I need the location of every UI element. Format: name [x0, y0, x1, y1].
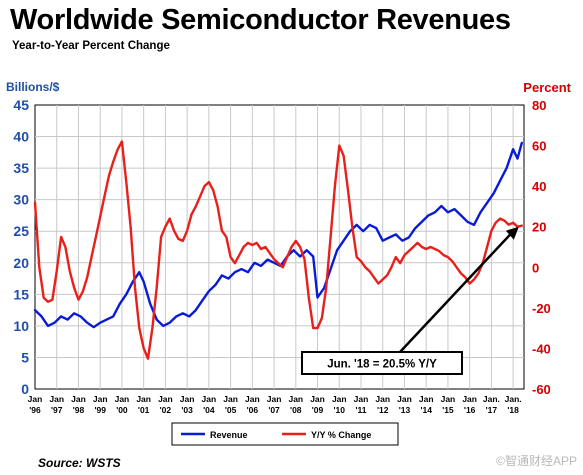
- x-tick-year: '04: [203, 405, 215, 415]
- right-tick-label: 60: [532, 139, 546, 154]
- chart-subtitle: Year-to-Year Percent Change: [12, 40, 170, 52]
- left-axis-label: Billions/$: [6, 80, 60, 94]
- left-tick-label: 30: [13, 192, 29, 208]
- x-tick-month: Jan: [441, 394, 456, 404]
- x-tick-month: Jan: [49, 394, 64, 404]
- x-tick-month: Jan: [28, 394, 43, 404]
- x-tick-year: '07: [268, 405, 280, 415]
- left-tick-label: 45: [13, 97, 29, 113]
- x-tick-year: '14: [420, 405, 432, 415]
- x-tick-year: '13: [399, 405, 411, 415]
- x-tick-year: '99: [94, 405, 106, 415]
- x-tick-year: '05: [225, 405, 237, 415]
- legend-label-yoy: Y/Y % Change: [311, 430, 371, 440]
- x-tick-year: '09: [312, 405, 324, 415]
- annotation-arrow-head: [505, 226, 519, 240]
- x-tick-month: Jan: [223, 394, 238, 404]
- left-tick-label: 20: [13, 255, 29, 271]
- x-tick-month: Jan: [462, 394, 477, 404]
- x-tick-month: Jan.: [505, 394, 522, 404]
- x-tick-month: Jan: [245, 394, 260, 404]
- annotation-box: [301, 351, 463, 375]
- right-tick-label: 40: [532, 179, 546, 194]
- x-tick-year: '17: [486, 405, 498, 415]
- right-tick-label: -40: [532, 341, 551, 356]
- x-tick-month: Jan: [115, 394, 130, 404]
- x-tick-month: Jan: [332, 394, 347, 404]
- left-tick-label: 15: [13, 286, 29, 302]
- annotation-arrow-line: [399, 230, 514, 353]
- x-tick-year: '12: [377, 405, 389, 415]
- x-tick-month: Jan: [310, 394, 325, 404]
- left-tick-label: 10: [13, 318, 29, 334]
- x-tick-month: Jan: [93, 394, 108, 404]
- x-tick-year: '96: [29, 405, 41, 415]
- plot-area: [34, 104, 525, 390]
- x-tick-year: '98: [73, 405, 85, 415]
- yoy-series-line: [33, 140, 523, 360]
- left-tick-label: 0: [21, 381, 29, 397]
- x-tick-month: Jan: [136, 394, 151, 404]
- right-tick-label: -60: [532, 382, 551, 397]
- x-tick-month: Jan: [419, 394, 434, 404]
- right-axis-label: Percent: [523, 80, 571, 95]
- legend-label-revenue: Revenue: [210, 430, 248, 440]
- x-tick-year: '97: [51, 405, 63, 415]
- right-tick-label: 80: [532, 98, 546, 113]
- right-tick-label: -20: [532, 301, 551, 316]
- x-tick-year: '00: [116, 405, 128, 415]
- x-tick-month: Jan: [397, 394, 412, 404]
- right-tick-label: 20: [532, 220, 546, 235]
- x-tick-month: Jan: [71, 394, 86, 404]
- x-tick-month: Jan: [158, 394, 173, 404]
- right-tick-label: 0: [532, 260, 539, 275]
- chart-title: Worldwide Semiconductor Revenues: [10, 4, 511, 36]
- left-tick-label: 35: [13, 160, 29, 176]
- x-tick-year: '02: [160, 405, 172, 415]
- x-tick-year: '06: [247, 405, 259, 415]
- x-tick-month: Jan: [202, 394, 217, 404]
- x-tick-month: Jan: [267, 394, 282, 404]
- x-tick-month: Jan: [180, 394, 195, 404]
- x-tick-month: Jan: [288, 394, 303, 404]
- x-tick-year: '16: [464, 405, 476, 415]
- x-tick-year: '11: [355, 405, 366, 415]
- x-tick-year: '01: [138, 405, 150, 415]
- left-tick-label: 5: [21, 349, 29, 365]
- source-note: Source: WSTS: [38, 456, 121, 470]
- x-tick-year: '10: [334, 405, 346, 415]
- x-tick-month: Jan: [375, 394, 390, 404]
- watermark: ©智通财经APP: [496, 454, 577, 468]
- x-tick-year: '03: [181, 405, 193, 415]
- annotation-text: Jun. '18 = 20.5% Y/Y: [327, 359, 437, 371]
- x-tick-year: '15: [442, 405, 454, 415]
- x-tick-year: '08: [290, 405, 302, 415]
- x-tick-year: '18: [507, 405, 519, 415]
- x-tick-month: Jan: [354, 394, 369, 404]
- left-tick-label: 25: [13, 223, 29, 239]
- left-tick-label: 40: [13, 129, 29, 145]
- x-tick-month: Jan.: [483, 394, 500, 404]
